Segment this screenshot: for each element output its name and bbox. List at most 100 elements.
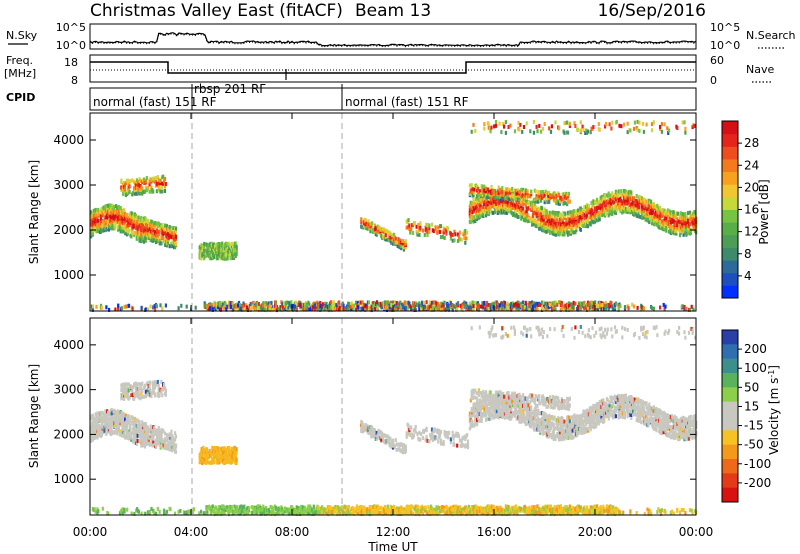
power-scatter [90, 119, 698, 313]
rti-cell [160, 435, 163, 440]
rti-cell [654, 221, 657, 226]
rti-cell [670, 224, 673, 229]
rti-cell [672, 219, 675, 224]
rti-cell [123, 228, 126, 233]
rti-cell [127, 221, 130, 226]
rti-cell [130, 218, 133, 223]
rti-cell [294, 300, 297, 305]
rti-cell [527, 206, 530, 211]
rti-cell [399, 238, 402, 243]
rti-cell [126, 226, 129, 231]
rti-cell [663, 122, 666, 127]
rti-cell [417, 230, 420, 235]
rti-cell [555, 215, 558, 220]
rti-cell [656, 203, 659, 208]
rti-cell [140, 437, 143, 442]
rti-cell [620, 189, 623, 194]
rti-cell [453, 238, 456, 243]
rti-cell [163, 386, 167, 391]
rti-cell [587, 216, 590, 221]
rti-cell [338, 306, 342, 311]
rti-cell [485, 192, 488, 197]
rti-cell [374, 229, 377, 234]
rti-cell [640, 198, 643, 203]
rti-cell [347, 306, 350, 311]
rti-cell [664, 304, 667, 309]
rti-cell [642, 208, 645, 213]
rti-cell [663, 208, 666, 213]
rti-cell [100, 430, 103, 435]
rti-cell [91, 304, 94, 309]
rti-cell [604, 122, 608, 126]
rti-cell [137, 186, 140, 191]
rti-cell [145, 424, 148, 429]
rti-cell [494, 123, 498, 128]
rti-cell [564, 303, 567, 308]
rti-cell [611, 212, 614, 216]
rti-cell [548, 190, 551, 195]
rti-cell [531, 200, 534, 205]
rti-cell [544, 189, 547, 194]
rti-cell [138, 233, 141, 238]
rti-cell [147, 236, 150, 240]
rti-cell [547, 197, 550, 202]
rti-cell [357, 303, 360, 307]
rti-cell [678, 220, 682, 225]
colorbar-segment [722, 171, 738, 185]
rti-cell [150, 438, 153, 443]
rti-cell [487, 189, 490, 194]
rti-cell [542, 304, 545, 309]
rti-cell [389, 436, 392, 441]
rti-cell [483, 192, 486, 197]
rti-cell [566, 202, 569, 207]
rti-cell [382, 227, 386, 232]
rti-cell [214, 446, 217, 450]
rti-cell [402, 239, 405, 243]
rti-cell [583, 208, 586, 212]
rti-cell [161, 306, 164, 311]
rti-cell [384, 433, 387, 438]
rti-cell [641, 121, 645, 126]
rti-cell [152, 234, 155, 239]
rti-cell [342, 306, 345, 311]
rti-cell [640, 200, 643, 205]
rti-cell [665, 216, 668, 220]
rti-cell [564, 211, 567, 216]
rti-cell [498, 303, 501, 308]
rti-cell [96, 420, 99, 425]
rti-cell [163, 227, 166, 232]
colorbar-segment [722, 234, 738, 248]
rti-cell [164, 391, 167, 396]
rti-cell [137, 387, 140, 392]
rti-cell [136, 190, 139, 194]
nave-label: Nave [746, 63, 774, 76]
rti-cell [295, 307, 298, 312]
rti-cell [406, 220, 409, 225]
rti-cell [145, 230, 148, 235]
rti-cell [574, 301, 577, 306]
rti-cell [648, 220, 651, 225]
rti-cell [457, 301, 460, 306]
rti-cell [164, 243, 167, 247]
colorbar-tick-label: 20 [744, 180, 759, 194]
rti-cell [603, 200, 606, 205]
rti-cell [483, 184, 486, 189]
rti-cell [509, 190, 512, 195]
rti-cell [104, 221, 107, 226]
rti-cell [143, 424, 146, 429]
rti-cell [135, 384, 138, 389]
rti-cell [517, 207, 520, 212]
rti-cell [120, 226, 123, 231]
rti-cell [129, 423, 132, 428]
freq-panel: Freq. [MHz] 18 8 Nave 60 0 [4, 54, 774, 87]
rti-cell [570, 218, 573, 223]
rti-cell [676, 217, 679, 222]
rti-cell [159, 303, 162, 308]
rti-cell [213, 460, 216, 465]
rti-cell [514, 301, 517, 306]
rti-cell [96, 216, 99, 221]
rti-cell [488, 126, 491, 131]
rti-cell [246, 305, 249, 310]
rti-cell [425, 305, 428, 310]
rti-cell [123, 431, 126, 436]
